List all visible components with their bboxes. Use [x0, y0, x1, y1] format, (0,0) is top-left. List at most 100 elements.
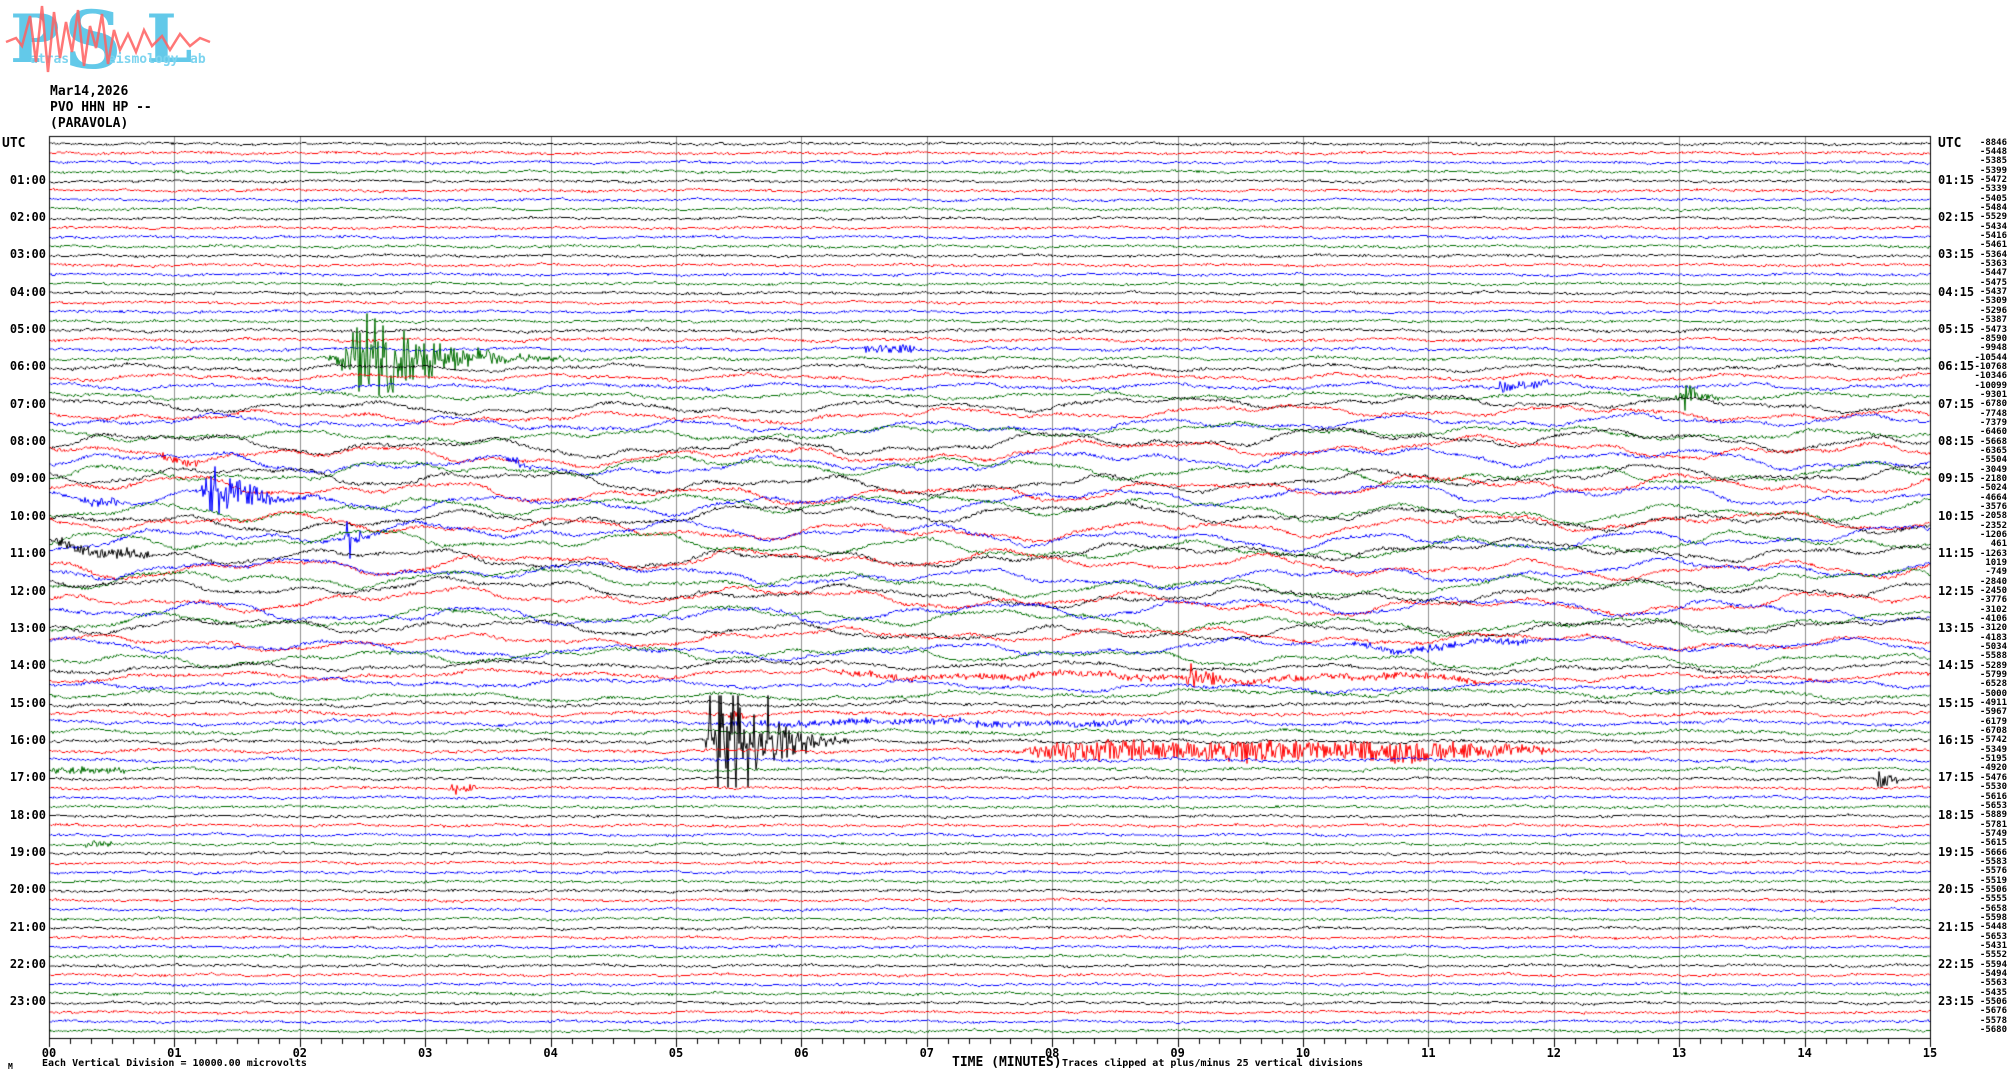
- x-axis-tick-label: 11: [1421, 1046, 1436, 1060]
- trace-offset-value: -5494: [1979, 968, 2007, 979]
- right-hour-label: 23:15: [1938, 994, 1975, 1009]
- trace-offset-value: -5578: [1979, 1015, 2007, 1026]
- trace-offset-value: -3049: [1979, 464, 2007, 475]
- trace-offset-value: -5583: [1979, 856, 2007, 867]
- trace-offset-value: -6708: [1979, 726, 2007, 737]
- trace-offset-value: -5461: [1979, 240, 2007, 251]
- trace-offset-value: -749: [1985, 567, 2007, 578]
- trace-offset-value: -4664: [1979, 492, 2007, 503]
- left-hour-label: 02:00: [9, 209, 46, 224]
- utc-label-left: UTC: [2, 136, 26, 151]
- right-hour-label: 08:15: [1938, 434, 1975, 449]
- left-hour-label: 06:00: [9, 359, 46, 374]
- trace-offset-value: -5473: [1979, 324, 2007, 335]
- trace-offset-value: -10099: [1974, 380, 2007, 391]
- trace-offset-value: -5034: [1979, 642, 2007, 653]
- right-hour-label: 03:15: [1938, 247, 1975, 262]
- utc-label-right: UTC: [1938, 136, 1962, 151]
- trace-offset-value: -5555: [1979, 894, 2007, 905]
- trace-offset-value: -1263: [1979, 548, 2007, 559]
- trace-offset-value: -5506: [1979, 996, 2007, 1007]
- trace-offset-value: -5563: [1979, 978, 2007, 989]
- right-hour-label: 17:15: [1938, 770, 1975, 785]
- trace-offset-value: -5437: [1979, 287, 2007, 298]
- seismic-wave-icon: [5, 5, 211, 73]
- footer-mark-icon: M: [8, 1062, 13, 1071]
- trace-offset-value: -5552: [1979, 950, 2007, 961]
- left-hour-label: 19:00: [9, 845, 46, 860]
- trace-offset-value: -9948: [1979, 343, 2007, 354]
- trace-offset-value: -5435: [1979, 987, 2007, 998]
- trace-offset-value: -5506: [1979, 884, 2007, 895]
- left-hour-label: 15:00: [9, 695, 46, 710]
- trace-offset-value: -5024: [1979, 483, 2007, 494]
- trace-offset-value: -5616: [1979, 791, 2007, 802]
- trace-offset-value: -5416: [1979, 231, 2007, 242]
- trace-offset-value: -5296: [1979, 305, 2007, 316]
- right-hour-label: 11:15: [1938, 546, 1975, 561]
- trace-offset-value: -4920: [1979, 763, 2007, 774]
- trace-offset-value: 1019: [1985, 558, 2007, 568]
- right-hour-label: 01:15: [1938, 172, 1975, 187]
- trace-offset-value: -5658: [1979, 903, 2007, 914]
- x-axis-title: TIME (MINUTES): [952, 1055, 1062, 1070]
- trace-offset-value: -5363: [1979, 259, 2007, 270]
- trace-offset-value: -5476: [1979, 772, 2007, 783]
- x-axis-tick-label: 15: [1922, 1046, 1938, 1060]
- left-hour-label: 03:00: [9, 247, 46, 262]
- left-hour-label: 11:00: [9, 546, 46, 561]
- left-hour-label: 07:00: [9, 396, 46, 411]
- right-hour-label: 02:15: [1938, 209, 1975, 224]
- right-hour-label: 06:15: [1938, 359, 1975, 374]
- trace-offset-value: -5967: [1979, 707, 2007, 718]
- trace-offset-value: -5598: [1979, 912, 2007, 923]
- trace-offset-value: -7379: [1979, 417, 2007, 428]
- trace-offset-value: -5594: [1979, 959, 2007, 970]
- x-axis-tick-label: 04: [543, 1046, 558, 1060]
- trace-offset-value: -5588: [1979, 651, 2007, 662]
- x-axis-tick-label: 12: [1546, 1046, 1562, 1060]
- trace-offset-value: -3120: [1979, 623, 2007, 634]
- left-hour-label: 04:00: [9, 284, 46, 299]
- right-hour-label: 04:15: [1938, 284, 1975, 299]
- trace-offset-value: -5387: [1979, 315, 2007, 326]
- trace-offset-value: -5530: [1979, 782, 2007, 793]
- right-hour-label: 16:15: [1938, 732, 1975, 747]
- trace-offset-value: -5529: [1979, 212, 2007, 223]
- clip-note: Traces clipped at plus/minus 25 vertical…: [1062, 1058, 1364, 1069]
- trace-offset-value: -5781: [1979, 819, 2007, 830]
- trace-offset-value: -5615: [1979, 838, 2007, 849]
- left-hour-label: 08:00: [9, 434, 46, 449]
- header-location: (PARAVOLA): [50, 116, 129, 131]
- left-hour-label: 23:00: [9, 994, 46, 1009]
- trace-offset-value: -5364: [1979, 249, 2007, 260]
- trace-offset-value: -4911: [1979, 698, 2007, 709]
- x-axis-tick-label: 10: [1295, 1046, 1311, 1060]
- trace-offset-value: -5309: [1979, 296, 2007, 307]
- trace-offset-value: -8846: [1979, 137, 2007, 148]
- x-axis-tick-label: 05: [668, 1046, 684, 1060]
- header-station: PVO HHN HP --: [50, 100, 152, 115]
- trace-offset-value: -5680: [1979, 1025, 2007, 1035]
- trace-offset-value: -6780: [1979, 399, 2007, 410]
- right-hour-label: 07:15: [1938, 396, 1975, 411]
- trace-offset-value: -8590: [1979, 333, 2007, 344]
- trace-offset-value: -1206: [1979, 529, 2007, 540]
- trace-offset-value: -5447: [1979, 268, 2007, 279]
- trace-offset-value: -5889: [1979, 810, 2007, 821]
- trace-offset-value: -5289: [1979, 660, 2007, 671]
- trace-offset-value: -5676: [1979, 1006, 2007, 1017]
- right-hour-label: 05:15: [1938, 322, 1975, 336]
- trace-offset-value: -5749: [1979, 828, 2007, 839]
- trace-offset-value: -5666: [1979, 847, 2007, 858]
- right-hour-label: 20:15: [1938, 882, 1975, 897]
- trace-offset-value: -5349: [1979, 744, 2007, 755]
- trace-offset-value: -5668: [1979, 436, 2007, 447]
- trace-offset-value: -6365: [1979, 445, 2007, 456]
- trace-offset-value: -2352: [1979, 520, 2007, 531]
- scale-note: Each Vertical Division = 10000.00 microv…: [42, 1058, 307, 1069]
- trace-offset-value: -5799: [1979, 670, 2007, 681]
- trace-offset-value: -5405: [1979, 193, 2007, 204]
- trace-offset-value: -5434: [1979, 221, 2007, 232]
- trace-offset-value: -5448: [1979, 147, 2007, 158]
